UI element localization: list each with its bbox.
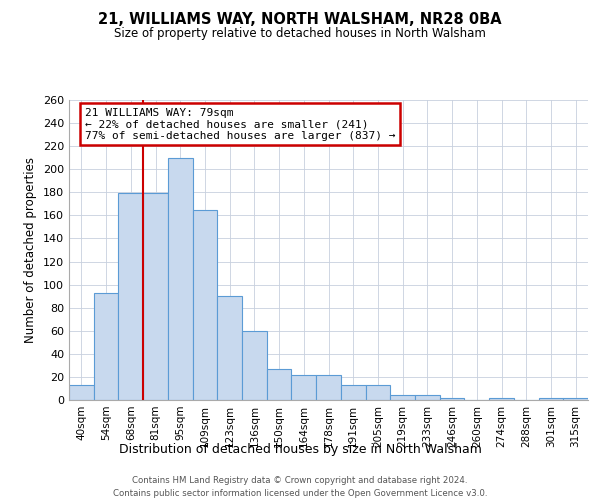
Bar bbox=[563, 398, 588, 400]
Bar bbox=[292, 374, 316, 400]
Bar bbox=[489, 398, 514, 400]
Bar bbox=[242, 331, 267, 400]
Text: Distribution of detached houses by size in North Walsham: Distribution of detached houses by size … bbox=[119, 442, 481, 456]
Bar bbox=[143, 194, 168, 400]
Bar bbox=[316, 374, 341, 400]
Bar bbox=[217, 296, 242, 400]
Bar bbox=[365, 385, 390, 400]
Bar bbox=[341, 385, 365, 400]
Text: 21, WILLIAMS WAY, NORTH WALSHAM, NR28 0BA: 21, WILLIAMS WAY, NORTH WALSHAM, NR28 0B… bbox=[98, 12, 502, 28]
Bar bbox=[539, 398, 563, 400]
Bar bbox=[440, 398, 464, 400]
Text: Contains public sector information licensed under the Open Government Licence v3: Contains public sector information licen… bbox=[113, 489, 487, 498]
Bar bbox=[94, 292, 118, 400]
Text: Contains HM Land Registry data © Crown copyright and database right 2024.: Contains HM Land Registry data © Crown c… bbox=[132, 476, 468, 485]
Text: Size of property relative to detached houses in North Walsham: Size of property relative to detached ho… bbox=[114, 28, 486, 40]
Bar bbox=[69, 385, 94, 400]
Bar bbox=[415, 396, 440, 400]
Bar bbox=[193, 210, 217, 400]
Bar bbox=[267, 369, 292, 400]
Bar bbox=[390, 396, 415, 400]
Text: 21 WILLIAMS WAY: 79sqm
← 22% of detached houses are smaller (241)
77% of semi-de: 21 WILLIAMS WAY: 79sqm ← 22% of detached… bbox=[85, 108, 395, 140]
Bar bbox=[168, 158, 193, 400]
Y-axis label: Number of detached properties: Number of detached properties bbox=[25, 157, 37, 343]
Bar bbox=[118, 194, 143, 400]
